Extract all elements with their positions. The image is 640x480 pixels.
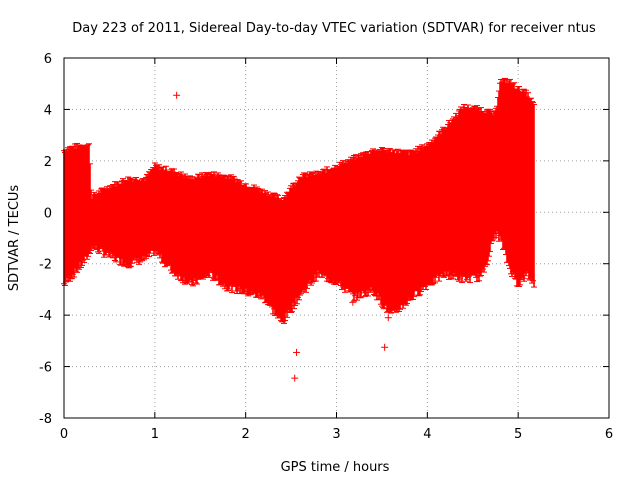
plot-frame [63,57,610,419]
x-tick-label: 5 [514,427,522,442]
x-tick-label: 6 [605,427,613,442]
outlier-point [384,314,392,322]
x-tick-label: 1 [151,427,159,442]
outlier-point [173,91,181,99]
outlier-point [291,374,299,382]
outlier-point [293,348,301,356]
data-marks [61,77,537,382]
y-tick-label: -4 [39,309,52,324]
outlier-point [381,343,389,351]
x-tick-labels: 0 1 2 3 4 5 6 [60,427,613,442]
y-tick-label: 6 [44,52,52,67]
y-tick-label: -2 [39,258,52,273]
chart-title: Day 223 of 2011, Sidereal Day-to-day VTE… [72,21,596,36]
y-tick-label: 4 [44,103,52,118]
x-tick-label: 0 [60,427,68,442]
y-tick-label: -6 [39,361,52,376]
outlier-point [349,298,357,306]
outlier-point [510,267,518,275]
y-tick-label: 2 [44,155,52,170]
y-tick-label: 0 [44,206,52,221]
x-axis-label: GPS time / hours [281,460,390,475]
x-tick-label: 2 [242,427,250,442]
y-tick-label: -8 [39,412,52,427]
x-tick-label: 3 [332,427,340,442]
x-tick-label: 4 [423,427,431,442]
y-tick-labels: 6 4 2 0 -2 -4 -6 -8 [39,52,52,427]
y-axis-label: SDTVAR / TECUs [7,185,22,292]
